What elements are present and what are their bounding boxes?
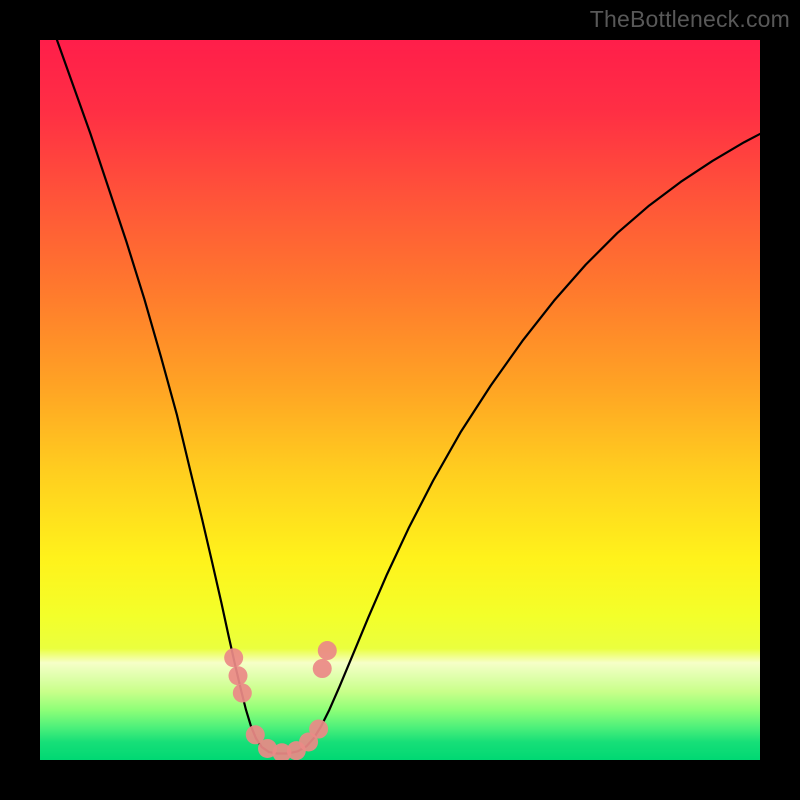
marker-dot xyxy=(313,659,332,678)
plot-area xyxy=(40,40,760,760)
v-curve xyxy=(40,40,760,754)
marker-dots xyxy=(224,641,337,760)
curve-layer xyxy=(40,40,760,760)
marker-dot xyxy=(318,641,337,660)
marker-dot xyxy=(309,720,328,739)
marker-dot xyxy=(233,684,252,703)
marker-dot xyxy=(229,666,248,685)
marker-dot xyxy=(224,648,243,667)
watermark-text: TheBottleneck.com xyxy=(590,6,790,33)
